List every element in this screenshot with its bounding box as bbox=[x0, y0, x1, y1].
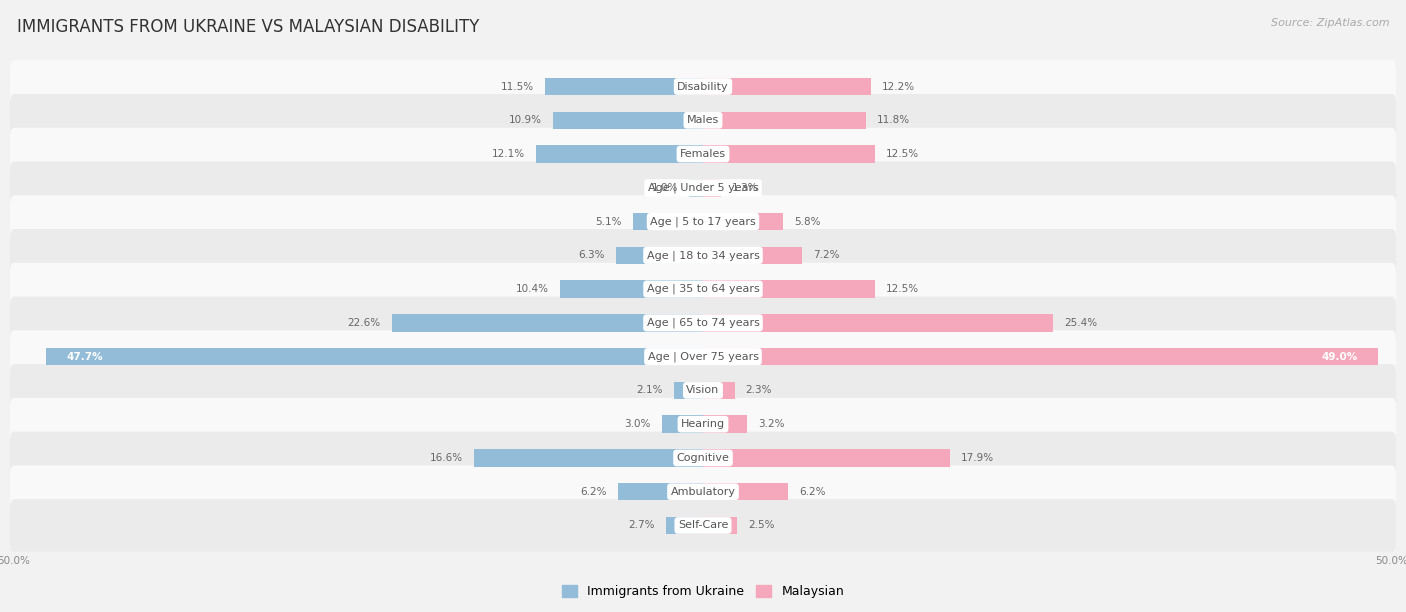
Text: 11.5%: 11.5% bbox=[501, 81, 533, 92]
Text: 6.2%: 6.2% bbox=[581, 487, 606, 497]
Bar bbox=[703, 145, 875, 163]
Bar bbox=[553, 111, 703, 129]
Text: Self-Care: Self-Care bbox=[678, 520, 728, 531]
Text: Vision: Vision bbox=[686, 386, 720, 395]
Text: 17.9%: 17.9% bbox=[960, 453, 994, 463]
FancyBboxPatch shape bbox=[10, 330, 1396, 383]
Text: 47.7%: 47.7% bbox=[66, 352, 103, 362]
Bar bbox=[703, 78, 872, 95]
Text: 12.1%: 12.1% bbox=[492, 149, 526, 159]
Text: 22.6%: 22.6% bbox=[347, 318, 381, 328]
Text: 6.2%: 6.2% bbox=[800, 487, 825, 497]
Bar bbox=[703, 382, 735, 399]
Text: 10.9%: 10.9% bbox=[509, 115, 541, 125]
Text: Age | 65 to 74 years: Age | 65 to 74 years bbox=[647, 318, 759, 328]
Text: 10.4%: 10.4% bbox=[516, 284, 548, 294]
FancyBboxPatch shape bbox=[10, 499, 1396, 552]
Text: 12.2%: 12.2% bbox=[882, 81, 915, 92]
Text: 5.1%: 5.1% bbox=[595, 217, 621, 226]
Bar bbox=[703, 483, 789, 501]
Bar bbox=[703, 416, 747, 433]
FancyBboxPatch shape bbox=[10, 94, 1396, 147]
Text: 5.8%: 5.8% bbox=[794, 217, 821, 226]
FancyBboxPatch shape bbox=[10, 297, 1396, 349]
FancyBboxPatch shape bbox=[10, 229, 1396, 282]
Bar bbox=[703, 449, 949, 467]
Text: 2.1%: 2.1% bbox=[637, 386, 664, 395]
Text: Males: Males bbox=[688, 115, 718, 125]
Bar bbox=[560, 280, 703, 298]
Bar bbox=[633, 213, 703, 230]
Text: Age | 18 to 34 years: Age | 18 to 34 years bbox=[647, 250, 759, 261]
FancyBboxPatch shape bbox=[10, 60, 1396, 113]
Text: 3.0%: 3.0% bbox=[624, 419, 651, 429]
Bar bbox=[392, 314, 703, 332]
FancyBboxPatch shape bbox=[10, 364, 1396, 417]
Bar bbox=[544, 78, 703, 95]
FancyBboxPatch shape bbox=[10, 128, 1396, 181]
FancyBboxPatch shape bbox=[10, 398, 1396, 450]
Text: Age | 35 to 64 years: Age | 35 to 64 years bbox=[647, 284, 759, 294]
Text: 12.5%: 12.5% bbox=[886, 149, 920, 159]
Text: Disability: Disability bbox=[678, 81, 728, 92]
FancyBboxPatch shape bbox=[10, 465, 1396, 518]
Text: Ambulatory: Ambulatory bbox=[671, 487, 735, 497]
Bar bbox=[703, 179, 721, 196]
Bar bbox=[662, 416, 703, 433]
Text: 2.7%: 2.7% bbox=[628, 520, 655, 531]
Bar bbox=[474, 449, 703, 467]
Bar bbox=[673, 382, 703, 399]
FancyBboxPatch shape bbox=[10, 162, 1396, 214]
Bar bbox=[703, 280, 875, 298]
Bar bbox=[703, 517, 738, 534]
Bar bbox=[703, 348, 1378, 365]
Text: Age | Over 75 years: Age | Over 75 years bbox=[648, 351, 758, 362]
Text: 12.5%: 12.5% bbox=[886, 284, 920, 294]
Text: 6.3%: 6.3% bbox=[579, 250, 605, 260]
Legend: Immigrants from Ukraine, Malaysian: Immigrants from Ukraine, Malaysian bbox=[557, 580, 849, 603]
Text: 25.4%: 25.4% bbox=[1064, 318, 1097, 328]
Text: Females: Females bbox=[681, 149, 725, 159]
FancyBboxPatch shape bbox=[10, 431, 1396, 484]
Text: 11.8%: 11.8% bbox=[876, 115, 910, 125]
Text: Hearing: Hearing bbox=[681, 419, 725, 429]
Bar bbox=[703, 111, 866, 129]
Bar bbox=[689, 179, 703, 196]
Text: 1.3%: 1.3% bbox=[733, 183, 758, 193]
Text: Cognitive: Cognitive bbox=[676, 453, 730, 463]
Bar bbox=[536, 145, 703, 163]
Text: 16.6%: 16.6% bbox=[430, 453, 463, 463]
Text: Age | 5 to 17 years: Age | 5 to 17 years bbox=[650, 216, 756, 227]
Bar bbox=[666, 517, 703, 534]
Text: Age | Under 5 years: Age | Under 5 years bbox=[648, 182, 758, 193]
Bar bbox=[46, 348, 703, 365]
Text: 2.3%: 2.3% bbox=[745, 386, 772, 395]
Text: IMMIGRANTS FROM UKRAINE VS MALAYSIAN DISABILITY: IMMIGRANTS FROM UKRAINE VS MALAYSIAN DIS… bbox=[17, 18, 479, 36]
Bar bbox=[703, 247, 803, 264]
FancyBboxPatch shape bbox=[10, 263, 1396, 315]
Text: 2.5%: 2.5% bbox=[748, 520, 775, 531]
Text: 7.2%: 7.2% bbox=[813, 250, 839, 260]
Bar bbox=[703, 314, 1053, 332]
Bar bbox=[703, 213, 783, 230]
Text: 3.2%: 3.2% bbox=[758, 419, 785, 429]
Text: 1.0%: 1.0% bbox=[652, 183, 678, 193]
Bar bbox=[616, 247, 703, 264]
Text: Source: ZipAtlas.com: Source: ZipAtlas.com bbox=[1271, 18, 1389, 28]
Text: 49.0%: 49.0% bbox=[1322, 352, 1358, 362]
FancyBboxPatch shape bbox=[10, 195, 1396, 248]
Bar bbox=[617, 483, 703, 501]
